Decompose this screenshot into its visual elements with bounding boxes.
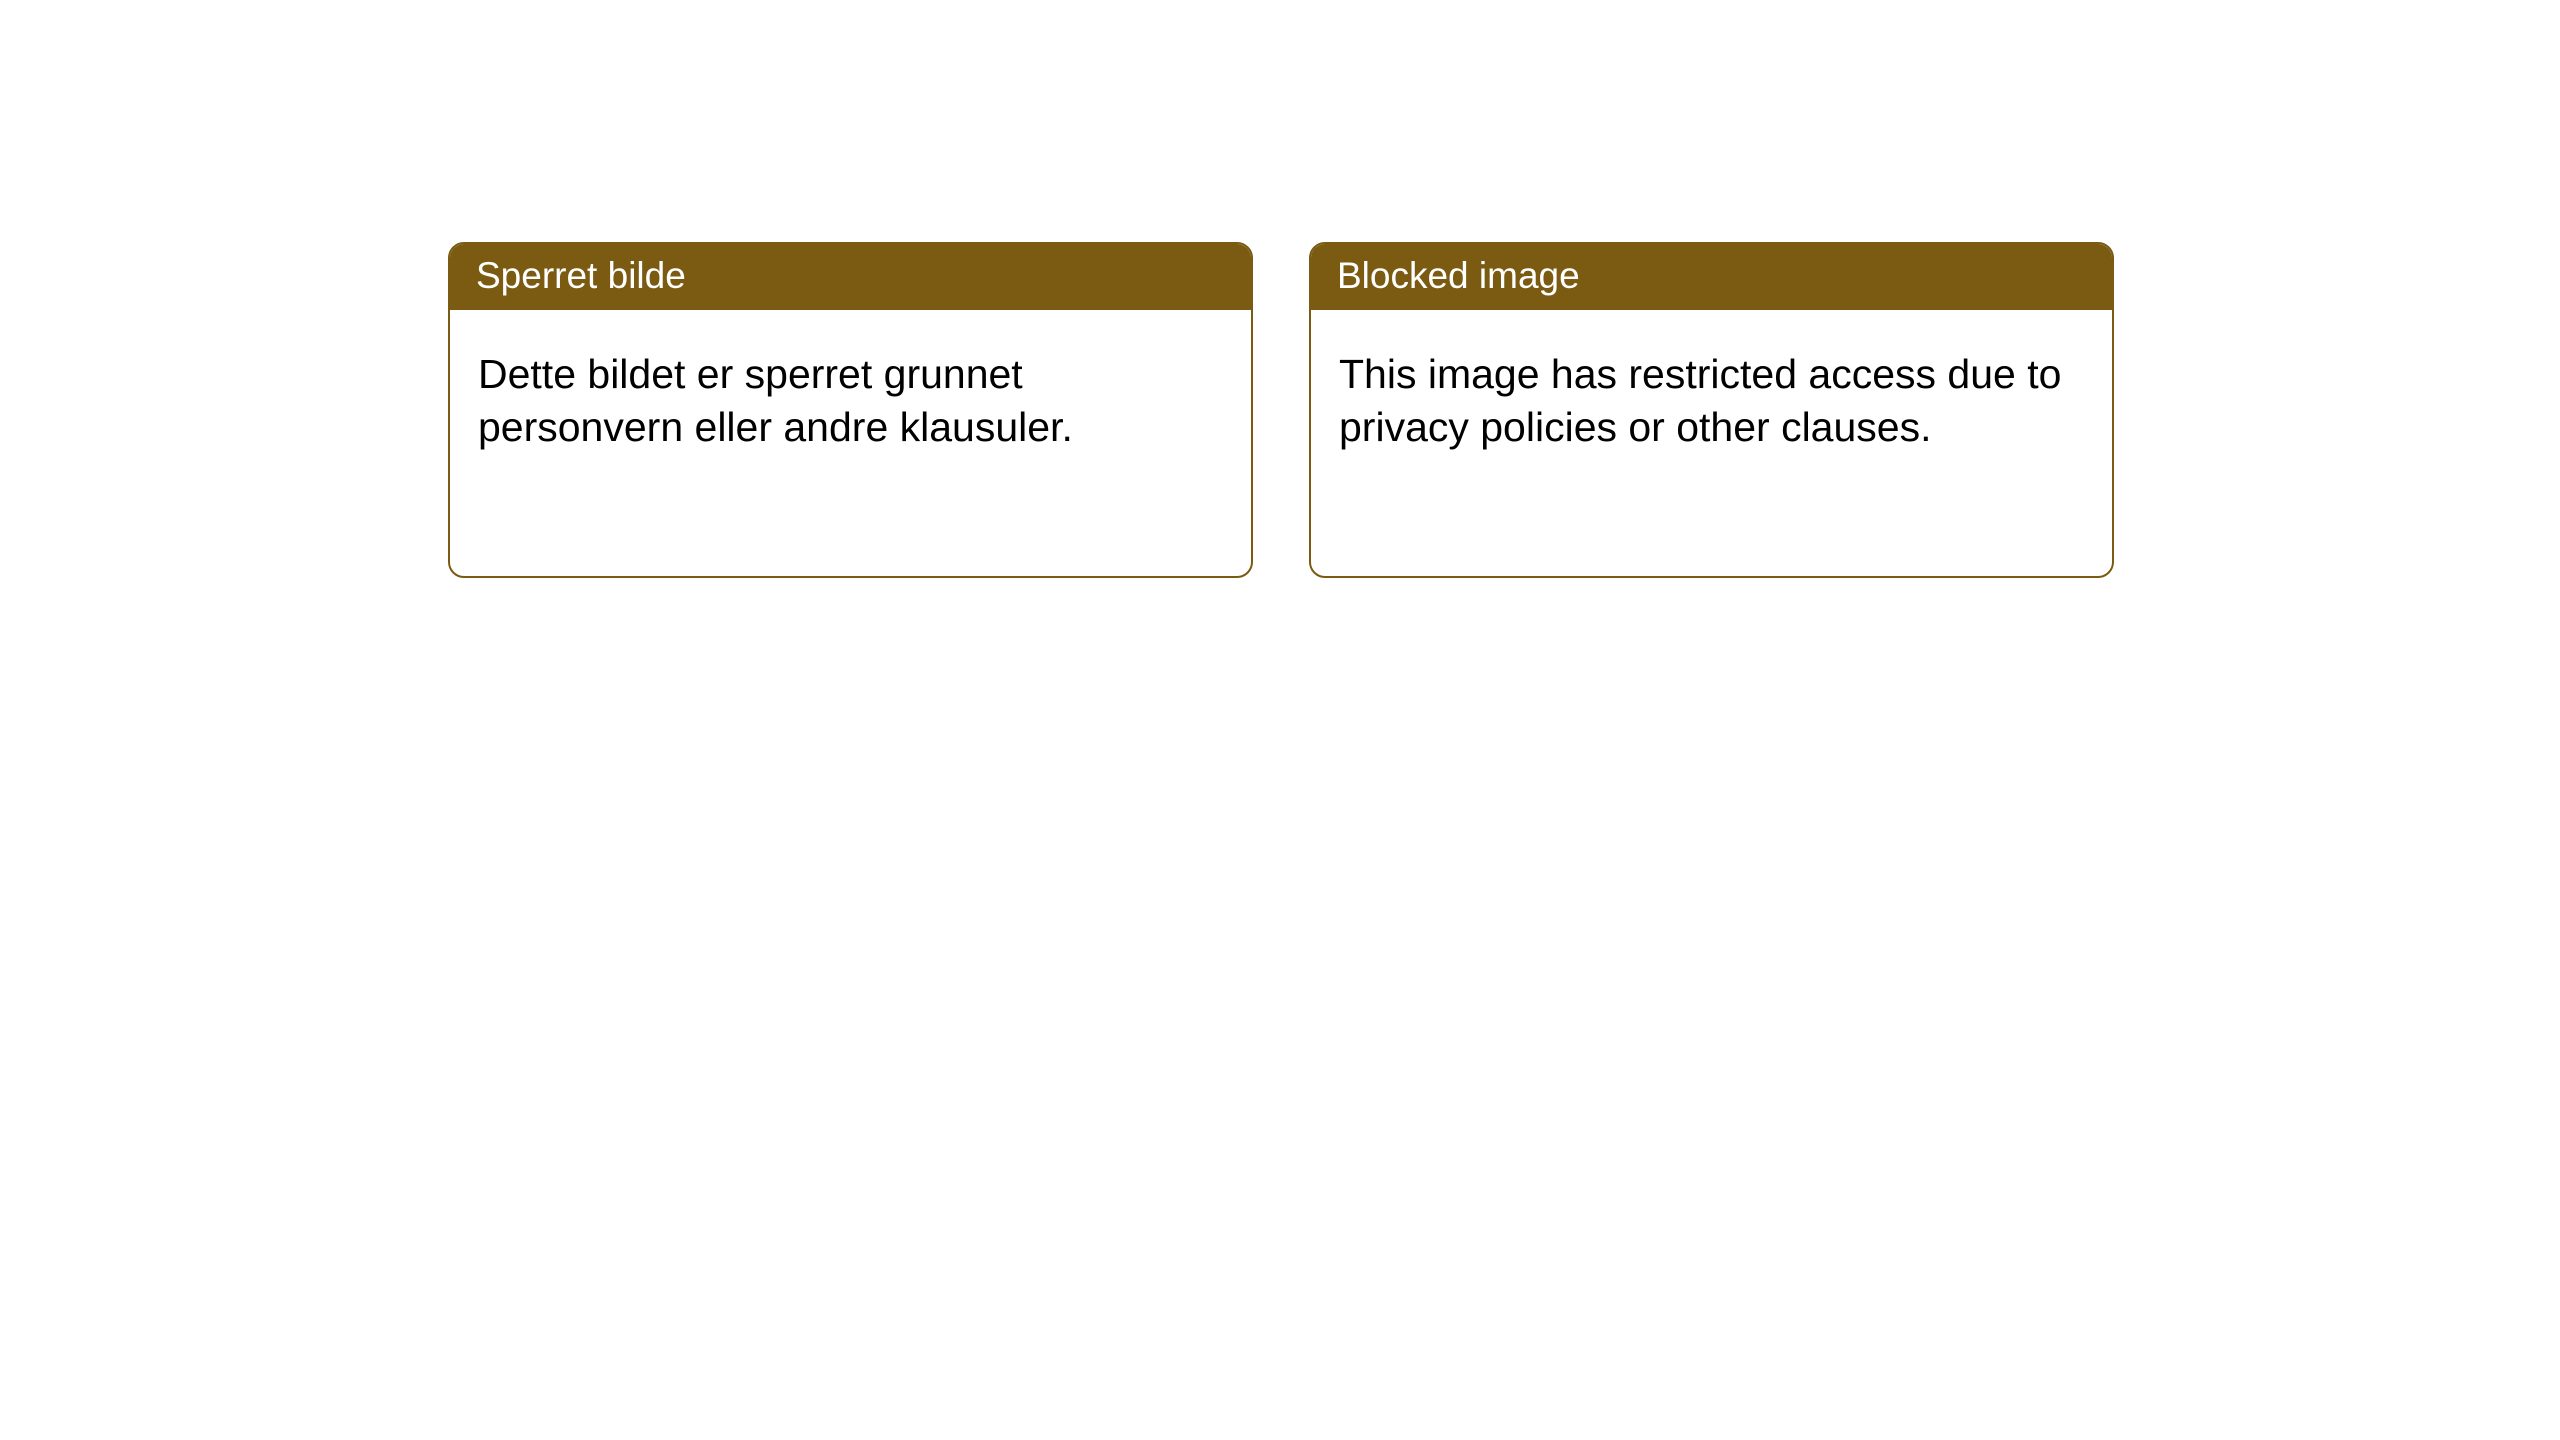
notice-body-english: This image has restricted access due to … <box>1311 310 2112 479</box>
notice-title-norwegian: Sperret bilde <box>450 244 1251 310</box>
notice-card-norwegian: Sperret bilde Dette bildet er sperret gr… <box>448 242 1253 578</box>
notice-body-norwegian: Dette bildet er sperret grunnet personve… <box>450 310 1251 479</box>
notice-title-english: Blocked image <box>1311 244 2112 310</box>
notice-container: Sperret bilde Dette bildet er sperret gr… <box>0 0 2560 578</box>
notice-card-english: Blocked image This image has restricted … <box>1309 242 2114 578</box>
